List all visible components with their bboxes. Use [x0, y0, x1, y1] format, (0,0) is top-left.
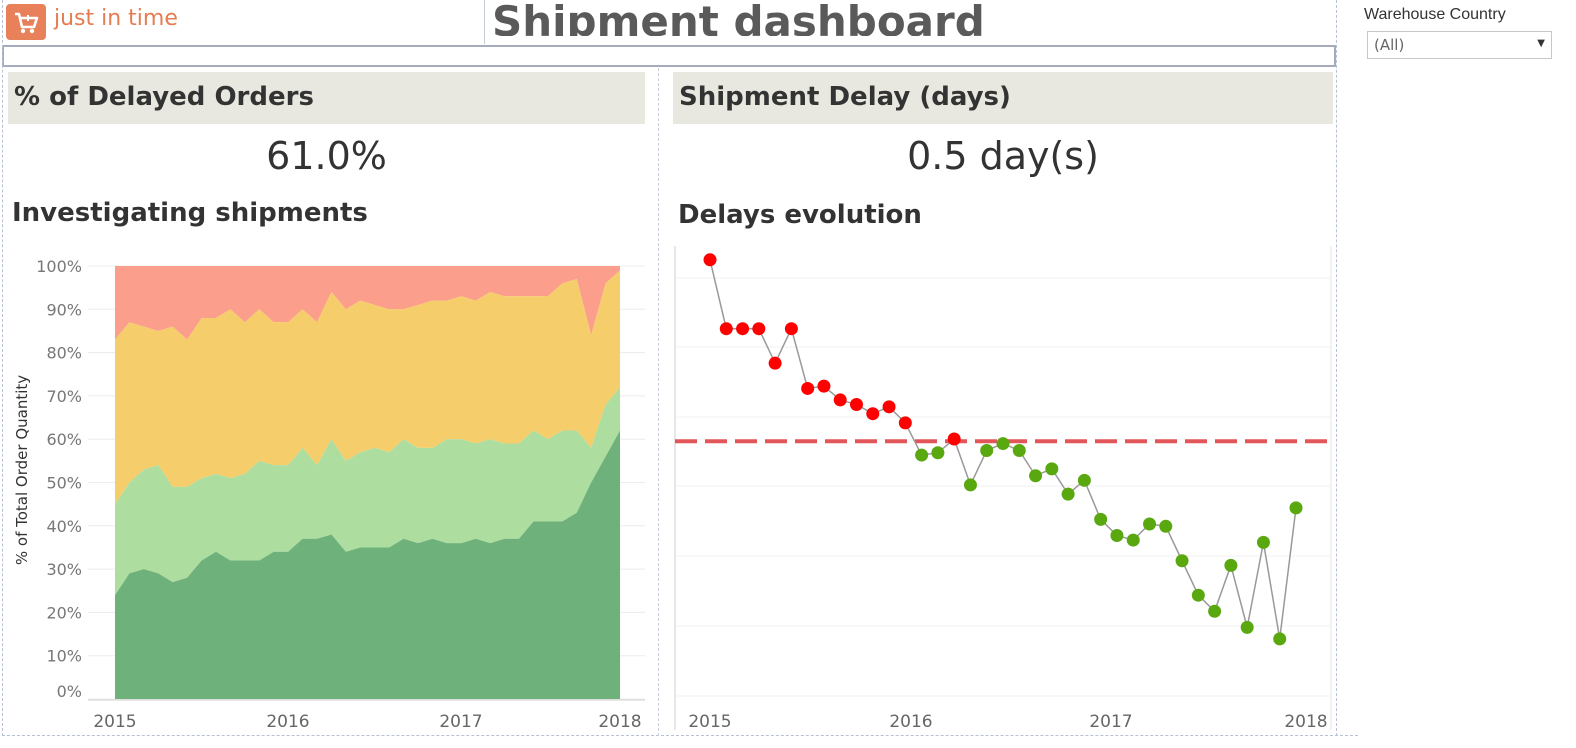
- x-tick-label: 2016: [889, 712, 932, 732]
- kpi-delayed-orders-value: 61.0%: [266, 134, 387, 178]
- data-point: [801, 381, 815, 395]
- section-title-investigating: Investigating shipments: [12, 198, 368, 228]
- data-point: [1175, 554, 1189, 568]
- dashboard-frame-left: [2, 0, 3, 736]
- y-tick-label: 60%: [46, 430, 82, 449]
- data-point: [719, 322, 733, 336]
- brand-name: just in time: [54, 6, 178, 31]
- data-point: [996, 437, 1010, 451]
- header-frame: [2, 45, 1336, 67]
- x-tick-label: 2018: [1284, 712, 1327, 732]
- data-point: [1110, 528, 1124, 542]
- data-point: [947, 432, 961, 446]
- data-point: [1224, 558, 1238, 572]
- data-point: [784, 322, 798, 336]
- data-point: [1126, 533, 1140, 547]
- section-title-delays: Delays evolution: [678, 200, 922, 230]
- filter-label: Warehouse Country: [1364, 6, 1506, 23]
- kpi-shipment-delay-value: 0.5 day(s): [907, 134, 1099, 178]
- area-layer-3: [115, 266, 620, 340]
- data-point: [980, 443, 994, 457]
- data-point: [1273, 632, 1287, 646]
- y-tick-label: 10%: [46, 647, 82, 666]
- dropdown-arrow-icon[interactable]: ▼: [1537, 38, 1545, 49]
- x-tick-label: 2016: [266, 712, 309, 732]
- data-point: [1029, 469, 1043, 483]
- dashboard-frame-right: [1336, 0, 1337, 736]
- y-tick-label: 20%: [46, 603, 82, 622]
- data-point: [866, 407, 880, 421]
- data-point: [752, 322, 766, 336]
- x-tick-label: 2017: [1089, 712, 1132, 732]
- kpi-title: % of Delayed Orders: [14, 82, 314, 112]
- kpi-title: Shipment Delay (days): [679, 82, 1011, 112]
- x-tick-label: 2015: [688, 712, 731, 732]
- warehouse-country-select[interactable]: (All) ▼: [1367, 31, 1552, 59]
- dashboard-title: Shipment dashboard: [492, 0, 985, 36]
- y-tick-label: 30%: [46, 560, 82, 579]
- kpi-delayed-orders-header: % of Delayed Orders: [8, 72, 645, 124]
- data-point: [1143, 517, 1156, 531]
- y-tick-label: 80%: [46, 344, 82, 363]
- data-point: [1061, 487, 1075, 501]
- dashboard-frame-bottom: [2, 735, 1358, 736]
- x-tick-label: 2017: [439, 712, 482, 732]
- data-point: [1240, 620, 1254, 634]
- y-tick-label: 100%: [36, 257, 82, 276]
- x-tick-label: 2015: [93, 712, 136, 732]
- cart-logo-icon: [6, 4, 46, 40]
- data-point: [963, 478, 977, 492]
- y-axis-label: % of Total Order Quantity: [13, 375, 31, 565]
- y-tick-label: 90%: [46, 300, 82, 319]
- data-point: [833, 393, 847, 407]
- data-point: [882, 400, 896, 414]
- area-layer-0: [115, 430, 620, 699]
- data-point: [1159, 519, 1173, 533]
- area-layer-1: [115, 387, 620, 596]
- panel-divider: [658, 68, 659, 736]
- data-point: [1256, 535, 1270, 549]
- area-layer-2: [115, 270, 620, 505]
- data-point: [1289, 501, 1303, 515]
- filter-selected-value: (All): [1374, 36, 1405, 54]
- y-tick-label: 40%: [46, 517, 82, 536]
- y-tick-label: 70%: [46, 387, 82, 406]
- data-point: [1094, 512, 1108, 526]
- kpi-shipment-delay-header: Shipment Delay (days): [673, 72, 1333, 124]
- data-point: [1077, 473, 1091, 487]
- x-tick-label: 2018: [598, 712, 641, 732]
- data-point: [1012, 443, 1026, 457]
- y-tick-label: 0%: [57, 682, 82, 701]
- header-divider: [484, 0, 485, 44]
- data-point: [1045, 462, 1059, 476]
- data-point: [1208, 604, 1222, 618]
- data-point: [915, 448, 929, 462]
- data-point: [768, 356, 782, 370]
- y-tick-label: 50%: [46, 474, 82, 493]
- delays-line-chart[interactable]: 2015 2016 2017 2018: [660, 238, 1336, 736]
- data-point: [1191, 588, 1205, 602]
- data-point: [898, 416, 912, 430]
- stacked-area-chart[interactable]: 0% 10% 20% 30% 40% 50% 60% 70% 80% 90% 100% 2015 201…: [0, 238, 660, 736]
- data-point: [850, 398, 863, 412]
- data-point: [817, 379, 831, 393]
- data-point: [931, 446, 945, 460]
- data-point: [703, 253, 717, 267]
- data-point: [736, 322, 750, 336]
